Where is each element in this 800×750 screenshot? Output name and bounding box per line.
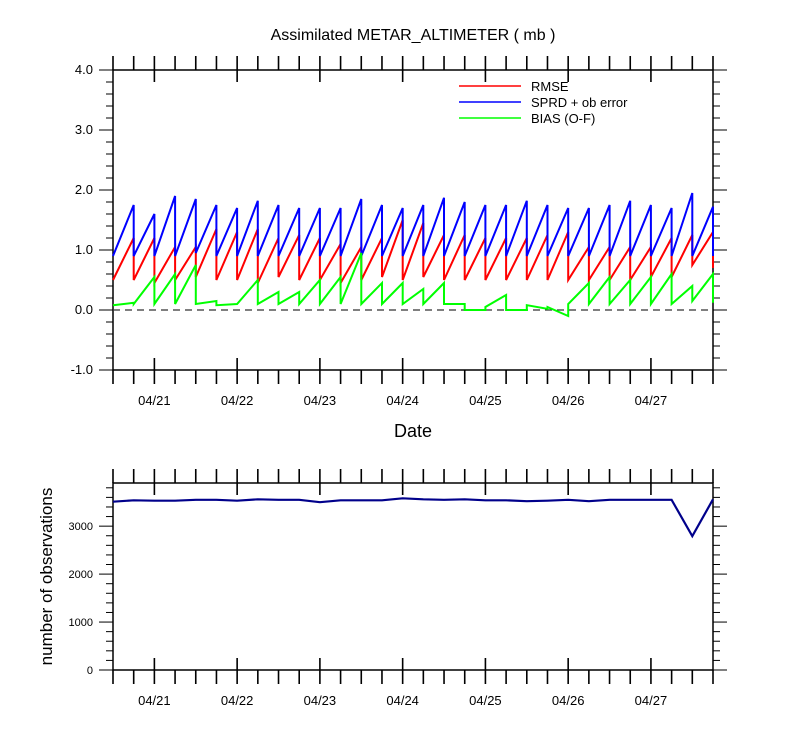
x-tick-label: 04/27	[635, 393, 668, 408]
legend-label: SPRD + ob error	[531, 95, 628, 110]
chart-title: Assimilated METAR_ALTIMETER ( mb )	[271, 27, 556, 44]
x-tick-label: 04/22	[221, 693, 254, 708]
x-tick-label: 04/24	[386, 393, 419, 408]
y-axis-label: number of observations	[37, 488, 56, 666]
x-tick-label: 04/21	[138, 393, 171, 408]
y-tick-label: 0	[87, 665, 93, 677]
y-tick-label: 2.0	[75, 182, 93, 197]
y-tick-label: 2000	[69, 569, 93, 581]
y-tick-label: 3000	[69, 521, 93, 533]
y-tick-label: 0.0	[75, 302, 93, 317]
x-tick-label: 04/23	[304, 693, 337, 708]
x-tick-label: 04/24	[386, 693, 419, 708]
y-tick-label: -1.0	[71, 362, 93, 377]
x-tick-label: 04/23	[304, 393, 337, 408]
y-tick-label: 4.0	[75, 62, 93, 77]
plot-frame-bottom	[112, 482, 714, 671]
x-tick-label: 04/26	[552, 393, 585, 408]
x-axis-label: Date	[394, 421, 432, 441]
legend-label: RMSE	[531, 79, 569, 94]
x-tick-label: 04/25	[469, 693, 502, 708]
x-tick-label: 04/27	[635, 693, 668, 708]
x-tick-label: 04/21	[138, 693, 171, 708]
series-line-bias-o-f	[112, 252, 714, 318]
legend-label: BIAS (O-F)	[531, 111, 595, 126]
series-line-sprd-ob-error	[112, 192, 714, 257]
y-tick-label: 1.0	[75, 242, 93, 257]
series-line-observations	[112, 497, 714, 539]
x-tick-label: 04/26	[552, 693, 585, 708]
x-tick-label: 04/22	[221, 393, 254, 408]
x-tick-label: 04/25	[469, 393, 502, 408]
y-tick-label: 3.0	[75, 122, 93, 137]
y-tick-label: 1000	[69, 617, 93, 629]
